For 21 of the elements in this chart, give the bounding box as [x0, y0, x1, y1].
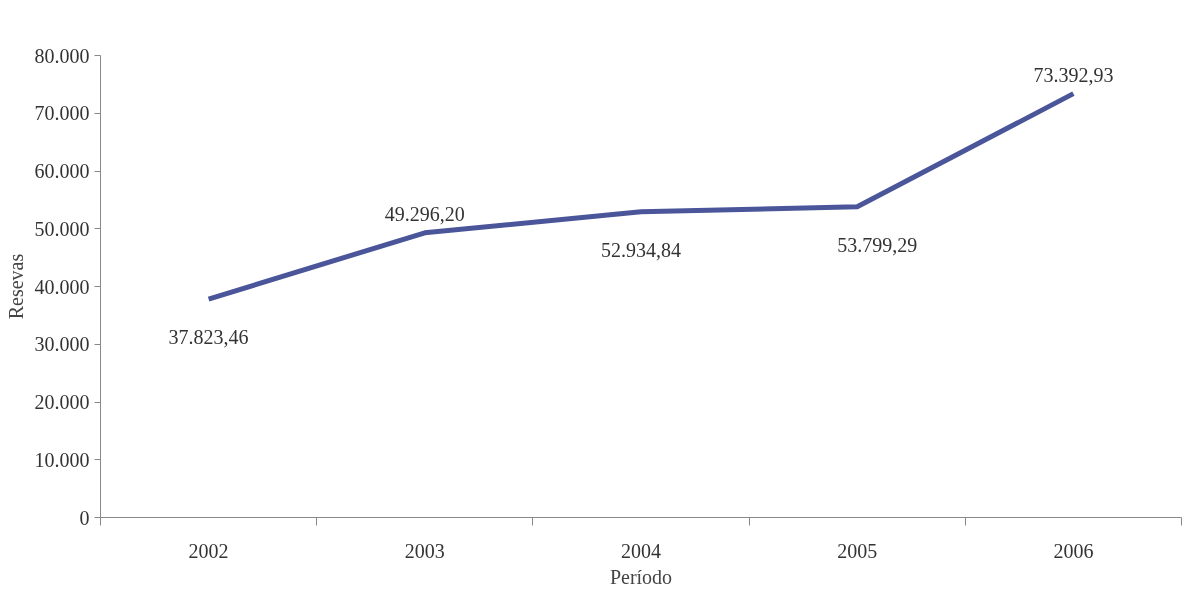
y-tick-label: 0	[79, 506, 90, 529]
y-tick-label: 50.000	[34, 217, 90, 240]
y-tick-label: 30.000	[34, 333, 90, 356]
data-label: 53.799,29	[837, 233, 918, 256]
data-label: 49.296,20	[384, 202, 465, 225]
y-tick-label: 60.000	[34, 160, 90, 182]
data-label: 73.392,93	[1033, 63, 1114, 86]
x-tick-label: 2004	[621, 539, 661, 562]
y-tick-label: 70.000	[34, 102, 90, 125]
y-tick-label: 20.000	[34, 391, 90, 413]
x-tick-label: 2006	[1053, 539, 1094, 562]
data-label: 52.934,84	[601, 238, 681, 261]
y-axis-title: Resevas	[4, 253, 27, 320]
x-axis-title: Período	[609, 565, 673, 588]
x-tick-label: 2005	[837, 539, 878, 562]
data-label: 37.823,46	[168, 326, 249, 349]
y-tick-label: 40.000	[34, 275, 90, 298]
y-tick-label: 10.000	[34, 448, 90, 471]
x-tick-label: 2003	[404, 539, 445, 562]
x-tick-label: 2002	[188, 539, 229, 562]
y-tick-label: 80.000	[34, 44, 90, 67]
